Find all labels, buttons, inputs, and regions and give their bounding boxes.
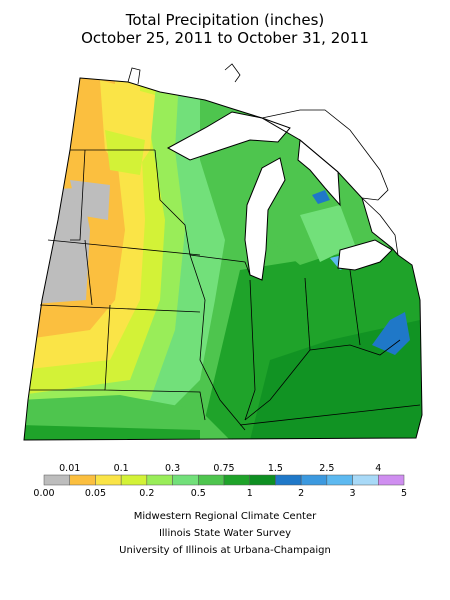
credit-isws: Illinois State Water Survey [158, 528, 292, 539]
legend-top-label: 0.01 [59, 463, 80, 474]
legend-swatch [223, 474, 250, 486]
legend-bottom-label: 0.2 [139, 488, 154, 499]
legend-top-label: 0.75 [213, 463, 234, 474]
legend-top-label: 0.1 [114, 463, 129, 474]
great-lakes [166, 111, 393, 281]
map-frame [23, 77, 423, 441]
legend-bottom-label: 3 [350, 488, 356, 499]
legend-top-label: 2.5 [319, 463, 334, 474]
legend-top-label: 0.3 [165, 463, 180, 474]
legend-top-labels: 0.01 0.1 0.3 0.75 1.5 2.5 4 [59, 463, 381, 474]
legend-bottom-label: 1 [247, 488, 253, 499]
legend-swatch [69, 474, 96, 486]
legend-swatch [172, 474, 199, 486]
legend-bottom-label: 0.5 [191, 488, 206, 499]
precipitation-map [23, 63, 423, 441]
legend-swatch [95, 474, 122, 486]
legend-swatch [198, 474, 225, 486]
legend-top-label: 4 [375, 463, 381, 474]
legend-swatch [352, 474, 379, 486]
precip-field [24, 78, 422, 440]
legend-swatch [43, 474, 70, 486]
legend-bottom-label: 5 [401, 488, 407, 499]
legend-swatch [378, 474, 405, 486]
legend-swatch [120, 474, 148, 486]
legend-swatch [275, 474, 302, 486]
map-title: Total Precipitation (inches) [125, 11, 325, 29]
legend-bottom-label: 0.05 [85, 488, 106, 499]
legend-swatch [249, 474, 276, 486]
state-boundaries [30, 149, 421, 431]
legend-bottom-label: 0.00 [33, 488, 54, 499]
legend-bottom-labels: 0.00 0.05 0.2 0.5 1 2 3 5 [33, 488, 407, 499]
legend: 0.01 0.1 0.3 0.75 1.5 2.5 4 0.00 0.05 0.2 0.5 1 2 3 5 [0, 455, 450, 505]
legend-top-label: 1.5 [268, 463, 283, 474]
legend-swatch [146, 474, 173, 486]
legend-bottom-label: 2 [298, 488, 304, 499]
credit-mrcc: Midwestern Regional Climate Center [133, 511, 317, 522]
canada-coastline [127, 63, 399, 256]
legend-swatch [300, 474, 328, 486]
credit-uiuc: University of Illinois at Urbana-Champai… [119, 545, 331, 556]
legend-swatches [43, 474, 405, 486]
map-date-range: October 25, 2011 to October 31, 2011 [81, 29, 369, 47]
legend-swatch [326, 474, 353, 486]
